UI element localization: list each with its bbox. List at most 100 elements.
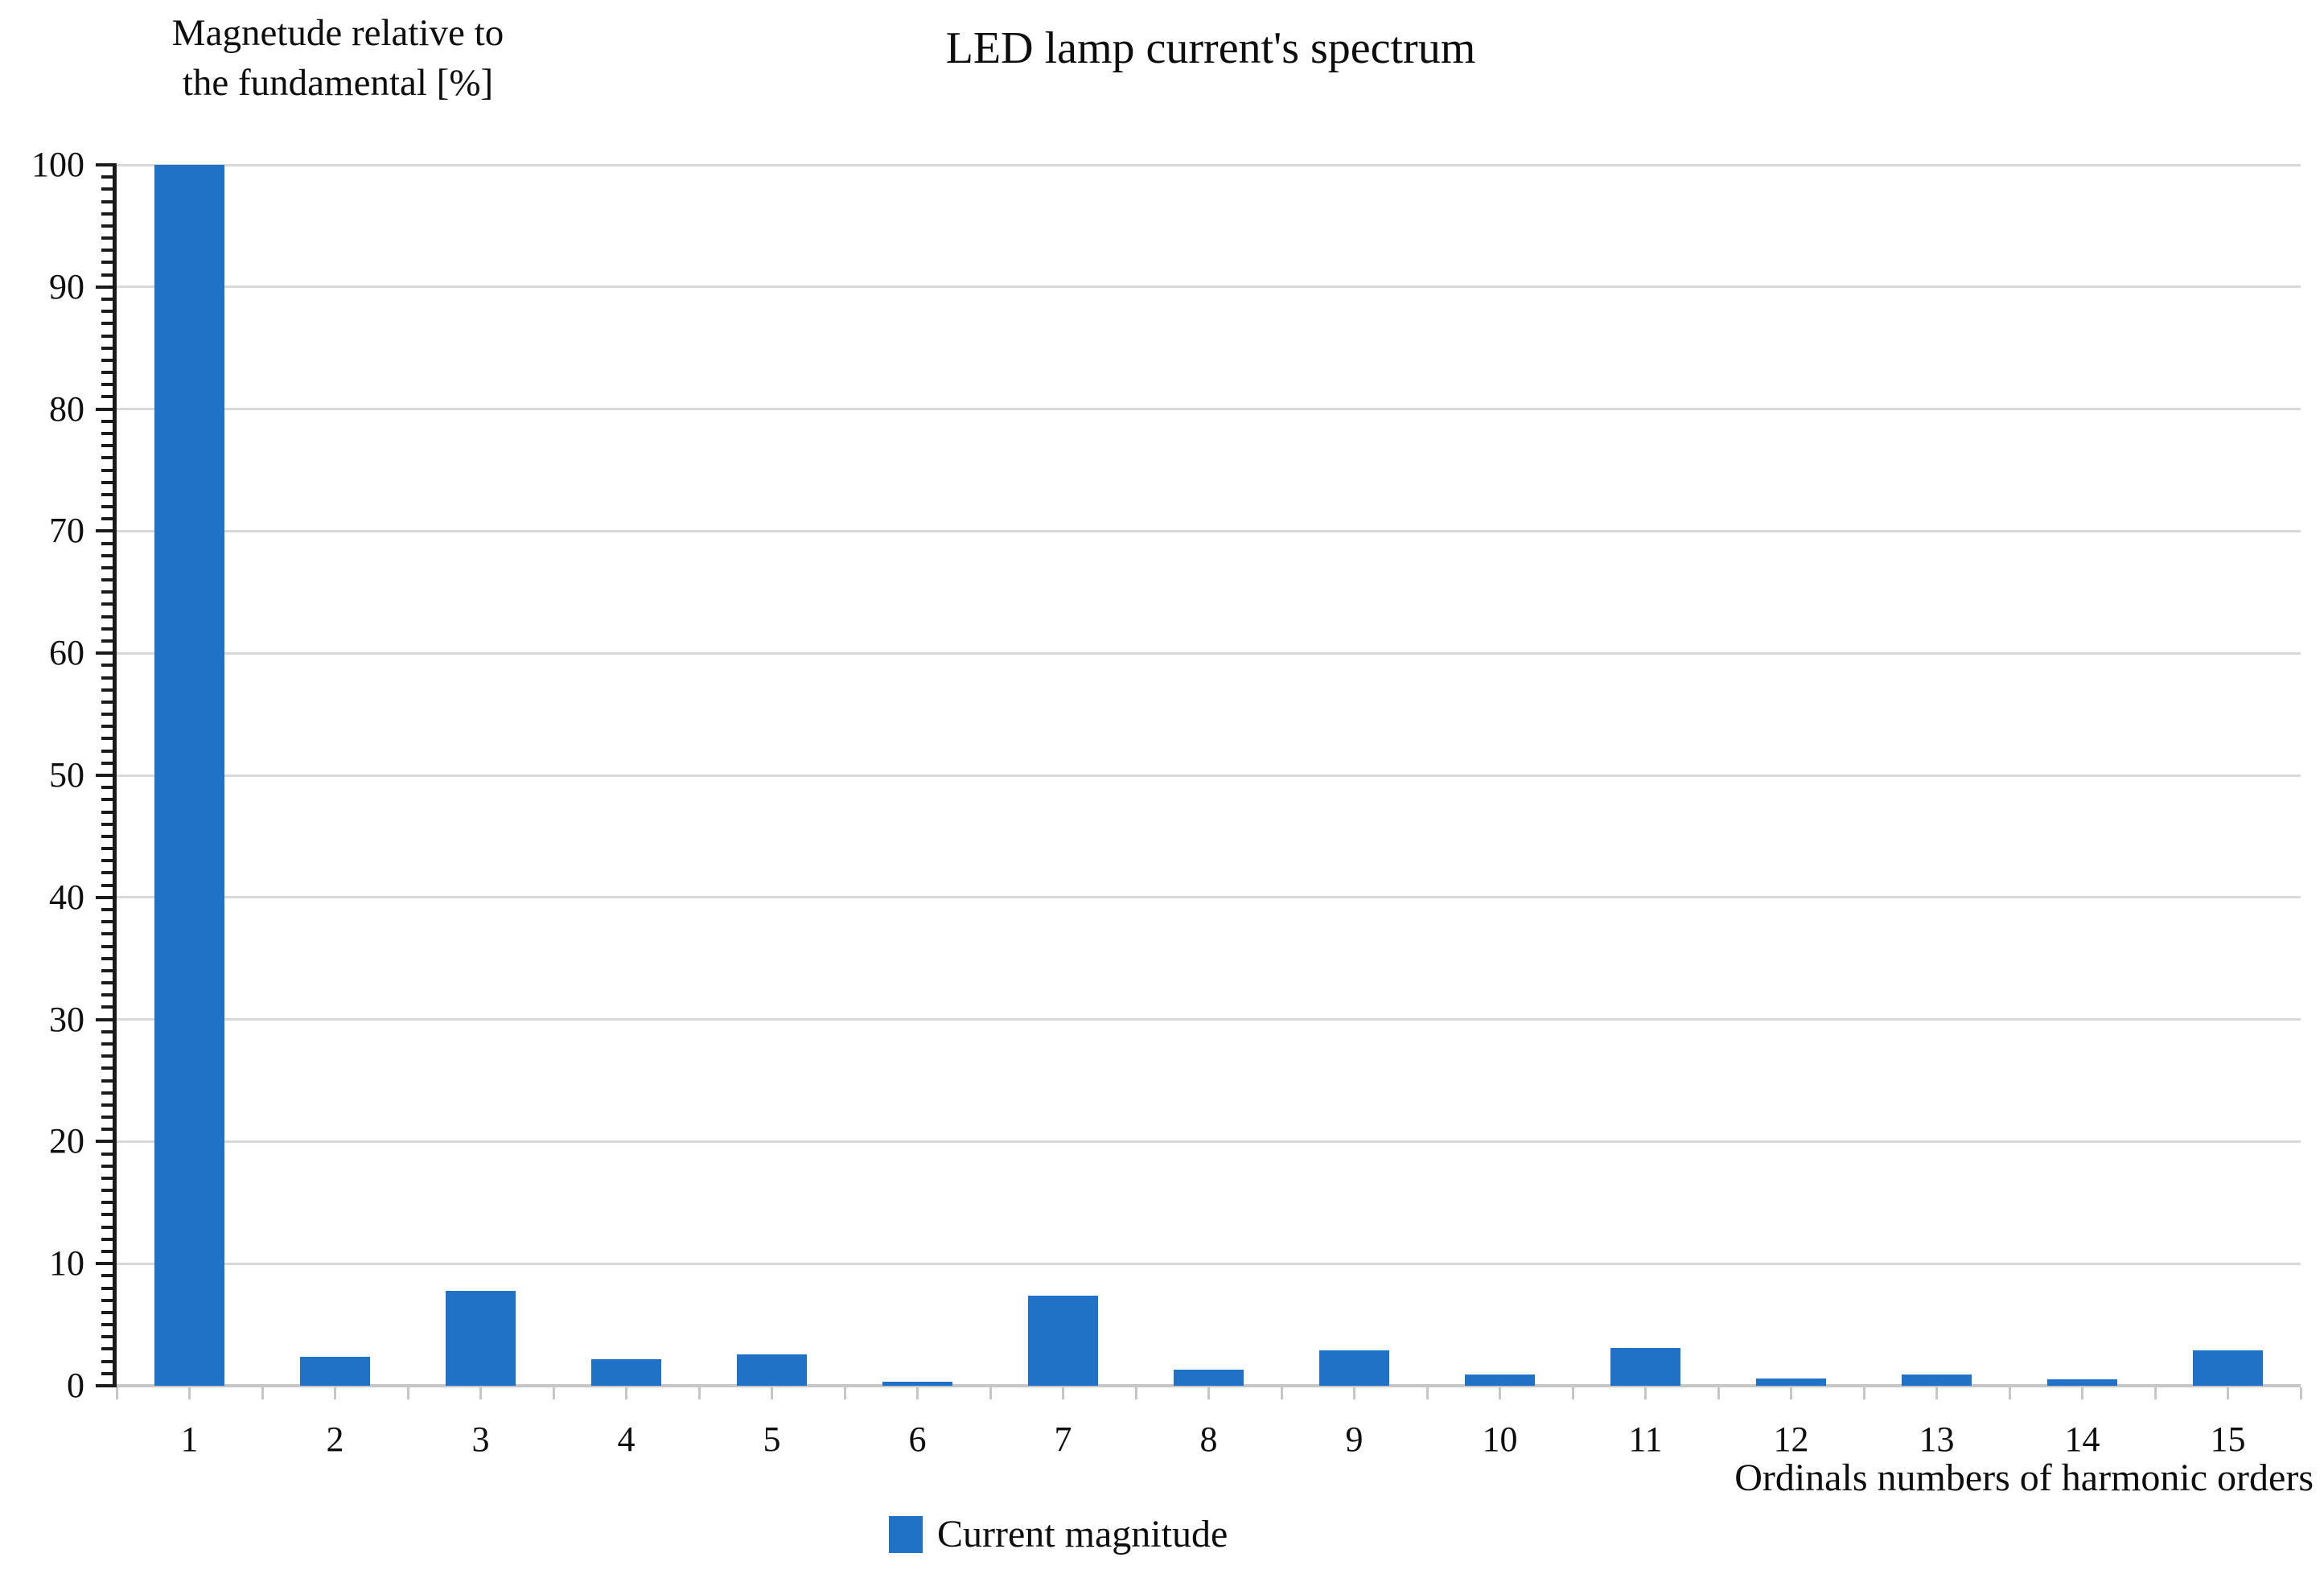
x-category-label: 11 <box>1628 1420 1663 1459</box>
y-minor-tick <box>101 1201 117 1205</box>
chart-title: LED lamp current's spectrum <box>945 23 1476 73</box>
y-major-tick <box>96 651 117 655</box>
y-minor-tick <box>101 834 117 838</box>
x-tick <box>1062 1387 1064 1399</box>
y-major-tick <box>96 1262 117 1266</box>
y-minor-tick <box>101 236 117 240</box>
y-minor-tick <box>101 1335 117 1339</box>
x-tick <box>115 1387 118 1399</box>
y-minor-tick <box>101 1213 117 1217</box>
y-minor-tick <box>101 1091 117 1095</box>
y-tick-label: 100 <box>31 145 84 184</box>
y-major-tick <box>96 163 117 166</box>
x-tick <box>1644 1387 1647 1399</box>
y-minor-tick <box>101 1005 117 1009</box>
y-minor-tick <box>101 1323 117 1327</box>
x-category-label: 4 <box>617 1420 636 1459</box>
y-minor-tick <box>101 419 117 423</box>
x-tick <box>1499 1387 1501 1399</box>
y-major-tick <box>96 774 117 777</box>
x-axis-title: Ordinals numbers of harmonic orders <box>1734 1457 2314 1499</box>
y-minor-tick <box>101 627 117 631</box>
y-minor-tick <box>101 614 117 618</box>
x-tick <box>2153 1387 2157 1399</box>
y-major-tick <box>96 1017 117 1021</box>
y-minor-tick <box>101 456 117 460</box>
y-major-tick <box>96 285 117 289</box>
y-minor-tick <box>101 480 117 484</box>
y-minor-tick <box>101 1237 117 1241</box>
y-minor-tick <box>101 431 117 435</box>
x-tick <box>2227 1387 2229 1399</box>
bar <box>2193 1350 2263 1386</box>
bar <box>154 165 224 1386</box>
y-major-tick <box>96 895 117 899</box>
y-minor-tick <box>101 700 117 704</box>
y-minor-tick <box>101 1066 117 1070</box>
y-minor-tick <box>101 578 117 582</box>
y-minor-tick <box>101 175 117 179</box>
bar <box>446 1291 516 1386</box>
bar <box>1028 1296 1098 1386</box>
y-major-tick <box>96 1140 117 1144</box>
x-tick <box>406 1387 409 1399</box>
bar <box>591 1359 661 1386</box>
x-tick <box>1935 1387 1938 1399</box>
y-tick-label: 10 <box>49 1243 84 1284</box>
y-minor-tick <box>101 1079 117 1083</box>
x-tick <box>1134 1387 1137 1399</box>
y-minor-tick <box>101 761 117 765</box>
y-minor-tick <box>101 444 117 448</box>
y-minor-tick <box>101 1347 117 1351</box>
x-category-label: 15 <box>2210 1420 2246 1459</box>
x-tick <box>479 1387 482 1399</box>
y-minor-tick <box>101 1128 117 1132</box>
gridline <box>117 651 2301 655</box>
x-tick <box>1571 1387 1574 1399</box>
y-minor-tick <box>101 224 117 228</box>
x-category-label: 5 <box>763 1420 781 1459</box>
y-minor-tick <box>101 1298 117 1302</box>
bar <box>1465 1374 1535 1386</box>
x-category-label: 2 <box>326 1420 344 1459</box>
x-tick <box>916 1387 919 1399</box>
x-tick <box>188 1387 191 1399</box>
gridline <box>117 1018 2301 1021</box>
x-tick <box>843 1387 846 1399</box>
y-minor-tick <box>101 1286 117 1290</box>
x-tick <box>625 1387 627 1399</box>
y-minor-tick <box>101 639 117 643</box>
gridline <box>117 1140 2301 1143</box>
x-category-label: 14 <box>2064 1420 2100 1459</box>
y-tick-label: 90 <box>49 266 84 306</box>
y-minor-tick <box>101 468 117 472</box>
x-category-label: 9 <box>1345 1420 1364 1459</box>
x-tick <box>334 1387 336 1399</box>
bar <box>1319 1350 1389 1386</box>
y-minor-tick <box>101 1189 117 1193</box>
y-minor-tick <box>101 261 117 265</box>
y-minor-tick <box>101 664 117 668</box>
y-tick-label: 30 <box>49 999 84 1039</box>
x-axis-line <box>117 1384 2301 1387</box>
y-minor-tick <box>101 1176 117 1180</box>
y-minor-tick <box>101 358 117 362</box>
y-axis-title-line1: Magnetude relative to <box>171 12 504 54</box>
y-minor-tick <box>101 859 117 863</box>
y-minor-tick <box>101 297 117 301</box>
x-tick <box>1207 1387 1210 1399</box>
y-minor-tick <box>101 212 117 216</box>
y-minor-tick <box>101 1042 117 1046</box>
x-tick <box>1717 1387 1720 1399</box>
y-minor-tick <box>101 786 117 790</box>
y-tick-label: 80 <box>49 388 84 429</box>
y-tick-label: 70 <box>49 511 84 551</box>
x-tick <box>1425 1387 1429 1399</box>
x-tick <box>1862 1387 1865 1399</box>
y-minor-tick <box>101 371 117 375</box>
x-category-label: 3 <box>471 1420 490 1459</box>
y-minor-tick <box>101 492 117 496</box>
y-minor-tick <box>101 810 117 814</box>
legend-swatch-icon <box>889 1515 923 1553</box>
